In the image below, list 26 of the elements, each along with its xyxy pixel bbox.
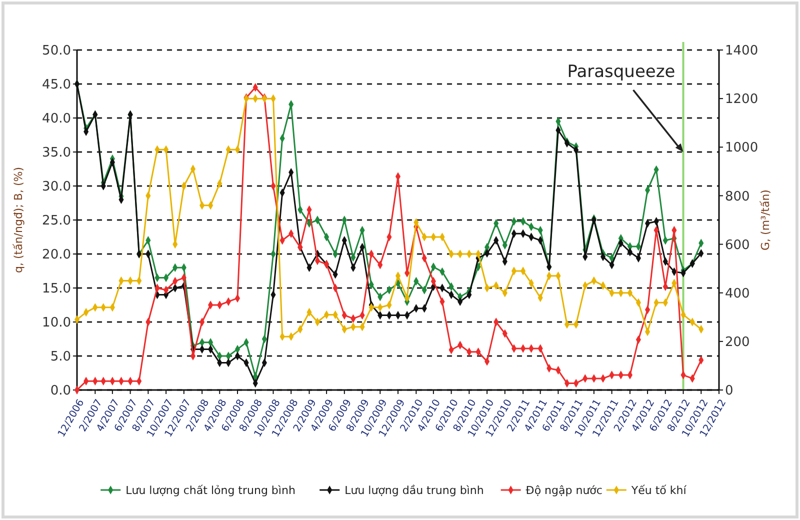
y2-tick-label: 1400 [725, 44, 758, 59]
y2-tick-label: 1000 [725, 140, 758, 156]
y-tick-label: 20.0 [42, 248, 71, 263]
legend-label: Yếu tố khí [630, 484, 688, 497]
y2-axis-title: G, (m³/tấn) [759, 190, 772, 250]
y-tick-label: 5.0 [50, 350, 71, 365]
legend-label: Độ ngập nước [526, 484, 602, 497]
y2-tick-label: 600 [725, 238, 750, 253]
annotation: Parasqueeze [567, 62, 676, 82]
y-tick-label: 15.0 [42, 282, 71, 297]
y-axis-title: q, (tấn/ngđ); B, (%) [12, 166, 25, 274]
y2-tick-label: 800 [725, 189, 750, 204]
legend-label: Lưu lượng chất lỏng trung bình [126, 484, 296, 497]
y-tick-label: 0.0 [50, 384, 71, 399]
y-tick-label: 40.0 [42, 112, 71, 127]
y2-tick-label: 400 [725, 286, 750, 302]
y2-tick-label: 1200 [725, 92, 758, 108]
y-tick-label: 10.0 [42, 316, 71, 331]
y-tick-label: 30.0 [42, 180, 71, 195]
legend-label: Lưu lượng dầu trung bình [344, 484, 484, 497]
y-tick-label: 25.0 [42, 214, 71, 229]
y-tick-label: 45.0 [42, 78, 71, 93]
y2-tick-label: 200 [725, 334, 750, 350]
y2-tick-label: 0 [725, 384, 734, 399]
y-tick-label: 35.0 [42, 146, 71, 161]
y-tick-label: 50.0 [42, 44, 71, 59]
